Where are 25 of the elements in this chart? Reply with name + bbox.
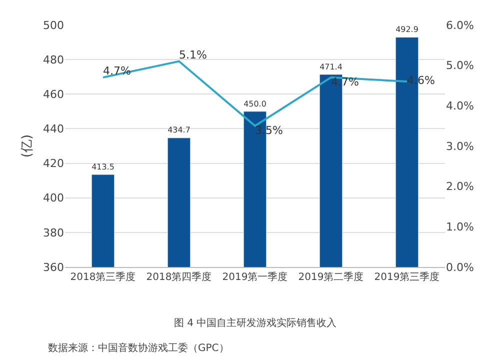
line-series — [102, 60, 408, 127]
y-tick-label: 500 — [43, 18, 64, 32]
source-note: 数据来源：中国音数协游戏工委（GPC） — [48, 342, 229, 354]
y-tick-label: 360 — [43, 260, 64, 274]
y2-tick-label: 6.0% — [446, 18, 474, 32]
y2-tick-label: 2.0% — [446, 180, 474, 194]
y2-tick-label: 0.0% — [446, 260, 474, 274]
y2-tick-label: 5.0% — [446, 59, 474, 72]
y-axis-title: (亿) — [20, 134, 35, 158]
caption: 图 4 中国自主研发游戏实际销售收入 — [174, 317, 337, 329]
y2-tick-label: 3.0% — [446, 140, 474, 153]
data-label: 5.1% — [179, 48, 207, 62]
x-tick-label: 2018第三季度 — [70, 271, 136, 283]
y-tick-label: 480 — [43, 53, 64, 66]
y-tick-label: 380 — [43, 226, 64, 240]
y-tick-label: 400 — [43, 192, 64, 205]
y-tick-label: 420 — [43, 157, 64, 170]
y2-tick-label: 1.0% — [446, 220, 474, 234]
y2-tick-label: 4.0% — [446, 100, 474, 113]
x-tick-label: 2018第四季度 — [146, 271, 212, 283]
x-tick-label: 2019第一季度 — [222, 271, 288, 283]
y-tick-label: 440 — [43, 122, 64, 136]
x-tick-label: 2019第二季度 — [298, 271, 364, 283]
x-tick-label: 2019第三季度 — [374, 271, 440, 283]
y-tick-label: 460 — [43, 88, 64, 101]
